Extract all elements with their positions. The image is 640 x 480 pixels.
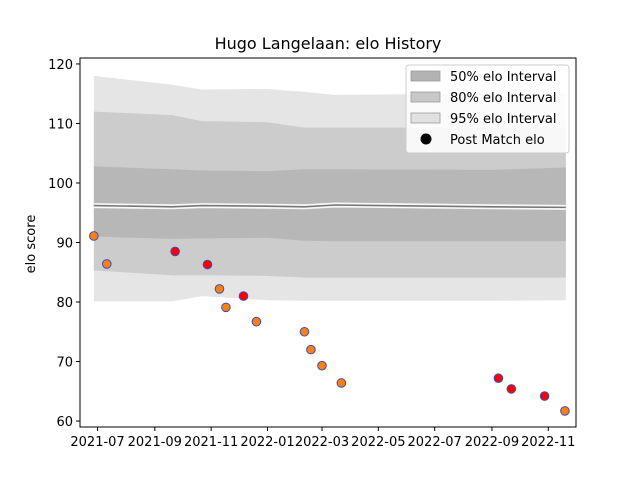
x-tick-label: 2021-09 (128, 435, 182, 450)
y-axis-ticks: 60 70 80 90 100 110 120 (48, 58, 80, 430)
x-tick-label: 2021-11 (184, 435, 238, 450)
data-point (170, 246, 180, 257)
data-point (89, 231, 99, 241)
data-point (214, 284, 225, 294)
legend-label: 95% elo Interval (450, 112, 557, 127)
legend: 50% elo Interval 80% elo Interval 95% elo … (405, 64, 570, 154)
x-tick-label: 2022-01 (240, 435, 294, 450)
y-tick-label: 100 (48, 177, 73, 192)
mean-line (93, 202, 566, 210)
data-point (238, 291, 249, 301)
post-match-points (89, 231, 570, 416)
x-tick-label: 2022-07 (408, 435, 462, 450)
y-tick-label: 60 (56, 415, 73, 430)
y-axis-label: elo score (24, 215, 39, 274)
legend-swatch (410, 70, 441, 82)
legend-label: Post Match elo (450, 133, 545, 148)
legend-label: 80% elo Interval (450, 91, 557, 106)
data-point (221, 302, 231, 313)
y-tick-label: 90 (56, 237, 73, 252)
data-point (251, 316, 262, 327)
data-point (493, 373, 504, 383)
x-tick-label: 2022-03 (295, 435, 349, 450)
data-point (299, 326, 310, 337)
legend-label: 50% elo Interval (450, 70, 557, 85)
chart-title: Hugo Langelaan: elo History (215, 34, 442, 53)
legend-swatch (410, 91, 441, 103)
legend-box (405, 64, 570, 154)
y-tick-label: 120 (48, 58, 73, 73)
data-point (336, 378, 347, 388)
legend-marker (420, 133, 432, 145)
x-tick-label: 2022-09 (465, 435, 519, 450)
x-tick-label: 2022-05 (351, 435, 405, 450)
data-point (506, 384, 517, 394)
y-tick-label: 80 (56, 296, 73, 311)
data-point (202, 259, 213, 270)
x-axis-ticks: 2021-07 2021-09 2021-11 2022-01 2022-03 2022-… (70, 427, 575, 450)
y-tick-label: 70 (56, 356, 73, 371)
data-point (539, 391, 550, 401)
x-tick-label: 2022-11 (521, 435, 575, 450)
legend-swatch (410, 112, 441, 124)
data-point (560, 406, 570, 416)
data-point (306, 344, 316, 355)
data-point (101, 259, 112, 269)
data-point (317, 360, 327, 371)
x-tick-label: 2021-07 (70, 435, 124, 450)
mean-line-path (93, 204, 566, 209)
y-tick-label: 110 (48, 117, 73, 132)
